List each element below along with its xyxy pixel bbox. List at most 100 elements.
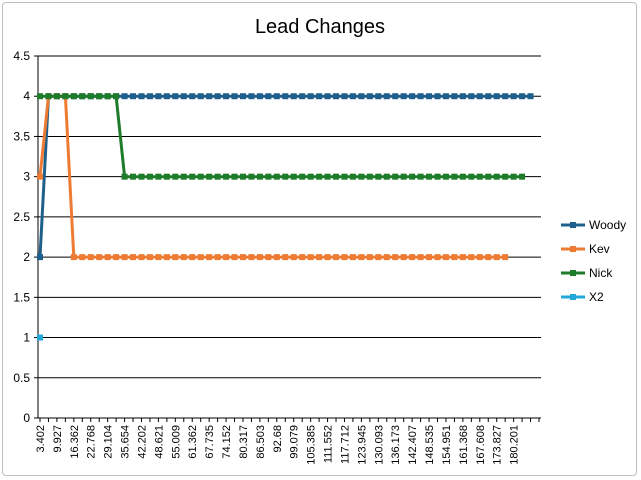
data-point-kev bbox=[383, 254, 390, 261]
x-tick-label: 9.927 bbox=[52, 425, 64, 453]
data-point-woody bbox=[307, 93, 314, 100]
data-point-nick bbox=[256, 173, 263, 180]
data-point-kev bbox=[256, 254, 263, 261]
data-point-nick bbox=[223, 173, 230, 180]
data-point-nick bbox=[79, 93, 86, 100]
x-tick-label: 148.535 bbox=[424, 425, 436, 465]
data-point-nick bbox=[206, 173, 213, 180]
data-point-nick bbox=[485, 173, 492, 180]
x-tick-label: 61.362 bbox=[187, 425, 199, 459]
data-point-kev bbox=[206, 254, 213, 261]
data-point-woody bbox=[130, 93, 137, 100]
legend: Woody Kev Nick X2 bbox=[561, 218, 626, 304]
data-point-woody bbox=[265, 93, 272, 100]
data-point-nick bbox=[316, 173, 323, 180]
x-tick-label: 55.009 bbox=[170, 425, 182, 459]
data-point-kev bbox=[341, 254, 348, 261]
data-point-nick bbox=[172, 173, 179, 180]
data-point-nick bbox=[70, 93, 77, 100]
data-point-kev bbox=[180, 254, 187, 261]
x-tick-label: 92.68 bbox=[272, 425, 284, 453]
x-tick-label: 35.654 bbox=[120, 425, 132, 459]
data-point-woody bbox=[468, 93, 475, 100]
data-point-woody bbox=[197, 93, 204, 100]
legend-marker-x2 bbox=[570, 294, 576, 300]
y-tick-label: 3.5 bbox=[13, 129, 30, 143]
data-point-woody bbox=[223, 93, 230, 100]
data-point-kev bbox=[400, 254, 407, 261]
data-point-kev bbox=[333, 254, 340, 261]
data-point-nick bbox=[197, 173, 204, 180]
data-point-woody bbox=[510, 93, 517, 100]
data-point-woody bbox=[214, 93, 221, 100]
data-point-nick bbox=[163, 173, 170, 180]
data-point-nick bbox=[104, 93, 111, 100]
legend-marker-nick bbox=[570, 270, 576, 276]
data-point-nick bbox=[366, 173, 373, 180]
data-point-kev bbox=[299, 254, 306, 261]
data-point-nick bbox=[476, 173, 483, 180]
data-point-nick bbox=[426, 173, 433, 180]
data-point-nick bbox=[307, 173, 314, 180]
y-tick-label: 2 bbox=[23, 250, 30, 264]
data-point-woody bbox=[502, 93, 509, 100]
data-point-nick bbox=[451, 173, 458, 180]
data-point-nick bbox=[358, 173, 365, 180]
data-point-kev bbox=[282, 254, 289, 261]
data-point-kev bbox=[375, 254, 382, 261]
series-group bbox=[37, 93, 534, 341]
data-point-woody bbox=[392, 93, 399, 100]
x-tick-label: 154.951 bbox=[441, 425, 453, 465]
data-point-woody bbox=[375, 93, 382, 100]
data-point-woody bbox=[434, 93, 441, 100]
data-point-nick bbox=[189, 173, 196, 180]
data-point-kev bbox=[138, 254, 145, 261]
x-tick-label: 3.402 bbox=[35, 425, 47, 453]
data-point-kev bbox=[197, 254, 204, 261]
data-point-nick bbox=[290, 173, 297, 180]
data-point-woody bbox=[180, 93, 187, 100]
data-point-woody bbox=[239, 93, 246, 100]
data-point-kev bbox=[223, 254, 230, 261]
data-point-kev bbox=[96, 254, 103, 261]
data-point-nick bbox=[468, 173, 475, 180]
legend-label-kev: Kev bbox=[589, 242, 610, 256]
data-point-kev bbox=[468, 254, 475, 261]
data-point-nick bbox=[265, 173, 272, 180]
data-point-woody bbox=[442, 93, 449, 100]
data-point-woody bbox=[459, 93, 466, 100]
y-tick-label: 0 bbox=[23, 411, 30, 425]
x-tick-label: 22.768 bbox=[86, 425, 98, 459]
data-point-nick bbox=[442, 173, 449, 180]
data-point-woody bbox=[493, 93, 500, 100]
data-point-nick bbox=[121, 173, 128, 180]
x-tick-label: 117.712 bbox=[339, 425, 351, 464]
data-point-nick bbox=[146, 173, 153, 180]
chart-title: Lead Changes bbox=[255, 16, 385, 38]
data-point-kev bbox=[104, 254, 111, 261]
data-point-woody bbox=[172, 93, 179, 100]
data-point-woody bbox=[409, 93, 416, 100]
data-point-woody bbox=[316, 93, 323, 100]
data-point-kev bbox=[493, 254, 500, 261]
x-tick-label: 180.201 bbox=[509, 425, 521, 465]
data-point-nick bbox=[231, 173, 238, 180]
data-point-nick bbox=[180, 173, 187, 180]
data-point-woody bbox=[349, 93, 356, 100]
gridlines bbox=[38, 55, 541, 379]
x-tick-label: 123.945 bbox=[356, 425, 368, 465]
data-point-kev bbox=[459, 254, 466, 261]
data-point-nick bbox=[273, 173, 280, 180]
data-point-kev bbox=[442, 254, 449, 261]
data-point-nick bbox=[409, 173, 416, 180]
x-tick-label: 80.317 bbox=[238, 425, 250, 459]
data-point-woody bbox=[146, 93, 153, 100]
data-point-woody bbox=[163, 93, 170, 100]
legend-label-woody: Woody bbox=[589, 218, 626, 232]
x-tick-label: 136.173 bbox=[390, 425, 402, 465]
legend-marker-woody bbox=[570, 222, 576, 228]
data-point-nick bbox=[375, 173, 382, 180]
data-point-nick bbox=[333, 173, 340, 180]
data-point-kev bbox=[349, 254, 356, 261]
